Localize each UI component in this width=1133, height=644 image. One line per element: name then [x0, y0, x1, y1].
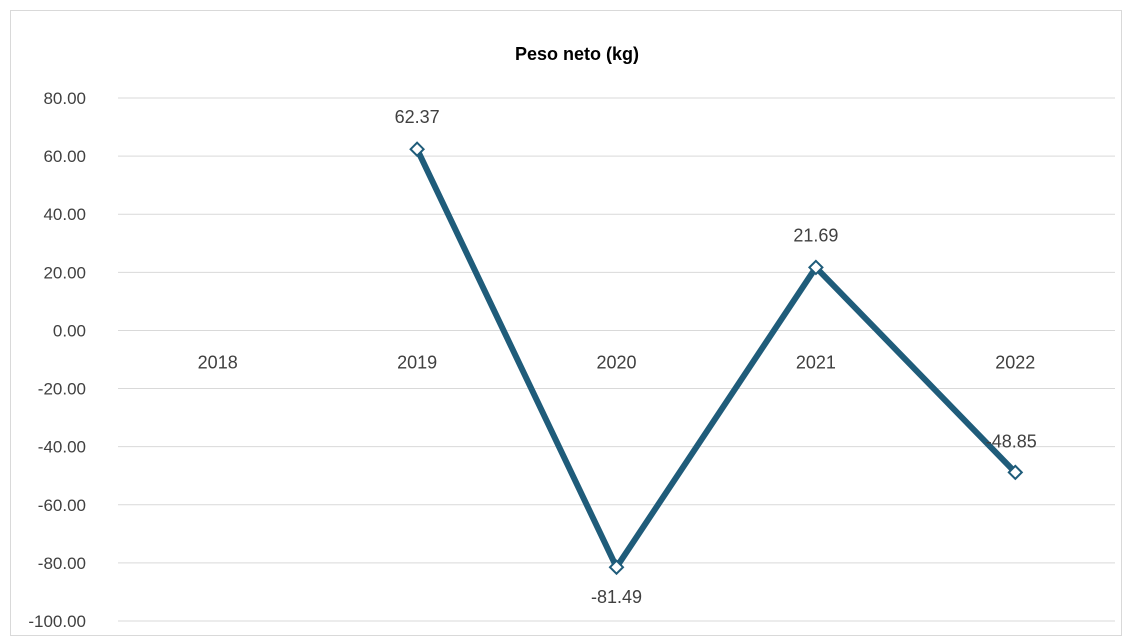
series-line — [414, 147, 1018, 571]
data-point-marker — [608, 559, 625, 576]
series-line-path — [414, 147, 1018, 571]
data-label: 21.69 — [793, 225, 838, 245]
data-label: 62.37 — [395, 107, 440, 127]
x-tick-label: 2021 — [796, 352, 836, 372]
y-tick-label: 40.00 — [43, 205, 86, 224]
series-markers — [409, 141, 1024, 576]
data-label: -81.49 — [591, 587, 642, 607]
y-tick-label: -20.00 — [38, 380, 86, 399]
y-tick-label: -40.00 — [38, 438, 86, 457]
y-axis-tick-labels: 80.00 60.00 40.00 20.00 0.00 -20.00 -40.00 -60.… — [28, 89, 86, 631]
x-axis-tick-labels: 2018 2019 2020 2021 2022 — [198, 352, 1036, 372]
y-tick-label: 20.00 — [43, 263, 86, 282]
chart-frame — [10, 10, 1122, 636]
x-tick-label: 2022 — [995, 352, 1035, 372]
y-tick-label: -80.00 — [38, 554, 86, 573]
data-labels: 62.37 -81.49 21.69 -48.85 — [395, 107, 1037, 607]
x-tick-label: 2019 — [397, 352, 437, 372]
data-point-marker — [1007, 464, 1024, 481]
y-tick-label: -60.00 — [38, 496, 86, 515]
y-tick-label: 60.00 — [43, 147, 86, 166]
x-tick-label: 2018 — [198, 352, 238, 372]
x-tick-label: 2020 — [596, 352, 636, 372]
y-tick-label: 80.00 — [43, 89, 86, 108]
chart-title: Peso neto (kg) — [515, 44, 639, 64]
y-tick-label: 0.00 — [53, 321, 86, 340]
data-point-marker — [409, 141, 426, 158]
data-point-marker — [807, 259, 824, 276]
data-label: -48.85 — [986, 431, 1037, 451]
y-tick-label: -100.00 — [28, 612, 86, 631]
